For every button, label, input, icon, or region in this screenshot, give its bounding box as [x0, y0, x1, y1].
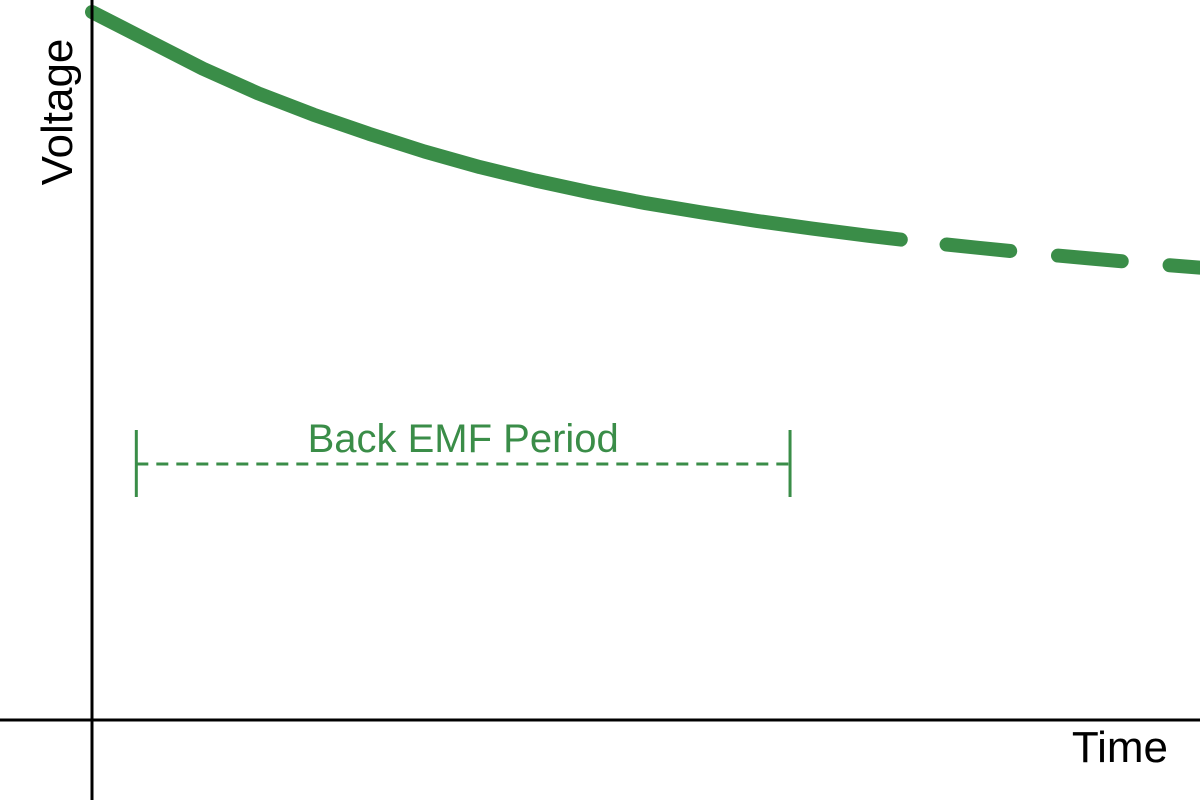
- y-axis-label: Voltage: [33, 39, 82, 186]
- x-axis-label: Time: [1072, 723, 1168, 772]
- annotation-label: Back EMF Period: [308, 417, 619, 461]
- voltage-decay-curve: [85, 5, 908, 247]
- curve-layer: [85, 5, 1200, 275]
- back-emf-period-annotation: Back EMF Period: [134, 417, 792, 497]
- voltage-decay-curve-continuation: [893, 232, 1200, 275]
